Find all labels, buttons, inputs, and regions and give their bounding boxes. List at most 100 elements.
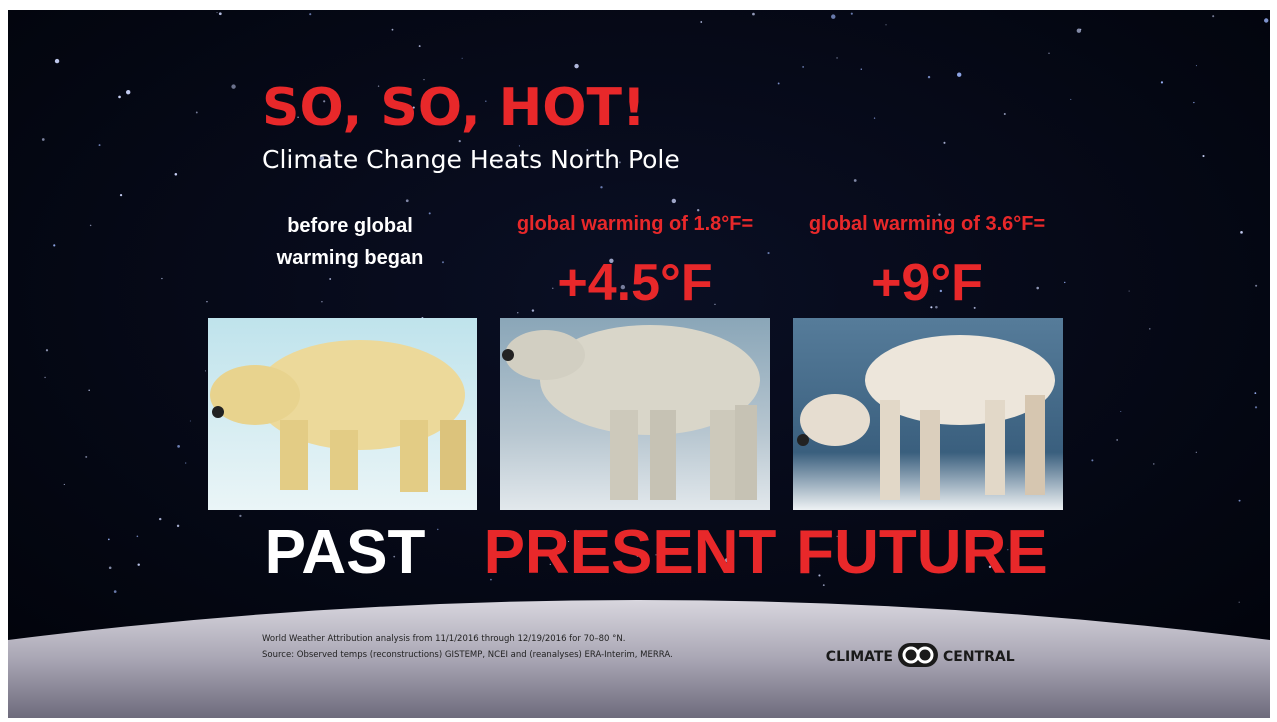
star: [1070, 99, 1071, 100]
panel-label: PRESENT: [484, 518, 777, 587]
star: [406, 199, 409, 202]
star: [600, 186, 602, 188]
star: [205, 370, 206, 371]
star: [767, 252, 769, 254]
star: [109, 566, 112, 569]
star: [185, 463, 186, 464]
star: [114, 590, 117, 593]
star: [1004, 113, 1006, 115]
star: [854, 179, 857, 182]
star: [137, 535, 139, 537]
star: [42, 138, 45, 141]
star: [517, 312, 518, 313]
star: [928, 76, 930, 78]
star: [120, 194, 122, 196]
star: [714, 304, 715, 305]
star: [239, 515, 241, 517]
star: [831, 14, 835, 18]
infographic: SO, SO, HOT! Climate Change Heats North …: [0, 0, 1277, 722]
star: [1239, 500, 1241, 502]
star: [88, 390, 90, 392]
star: [1239, 602, 1240, 603]
star: [1264, 18, 1268, 22]
star: [64, 484, 65, 485]
star: [1077, 28, 1081, 32]
star: [1161, 81, 1163, 83]
source-line: World Weather Attribution analysis from …: [262, 634, 625, 644]
star: [99, 144, 101, 146]
source-line: Source: Observed temps (reconstructions)…: [262, 650, 673, 660]
star: [1193, 102, 1194, 103]
star: [219, 12, 222, 15]
star: [778, 83, 780, 85]
star: [802, 66, 804, 68]
star: [462, 58, 463, 59]
star: [175, 173, 178, 176]
panel-note: global warming of 3.6°F=: [809, 213, 1045, 235]
star: [442, 261, 444, 263]
star: [161, 278, 162, 279]
star: [46, 349, 48, 351]
star: [1149, 328, 1150, 329]
star: [90, 225, 92, 227]
star: [1254, 392, 1256, 394]
star: [574, 64, 578, 68]
star: [437, 529, 439, 531]
panel-label: PAST: [265, 518, 426, 587]
panel-label: FUTURE: [796, 518, 1047, 587]
star: [1036, 287, 1039, 290]
panel-change: +4.5°F: [557, 254, 712, 312]
star: [231, 84, 235, 88]
star: [429, 212, 431, 214]
star: [700, 21, 702, 23]
star: [216, 12, 217, 13]
star: [752, 13, 755, 16]
star: [177, 445, 180, 448]
star: [672, 199, 676, 203]
star: [1196, 65, 1197, 66]
star: [836, 57, 837, 58]
star: [957, 72, 961, 76]
star: [1255, 285, 1257, 287]
star: [419, 45, 421, 47]
star: [861, 69, 862, 70]
star: [1255, 406, 1257, 408]
photo-future: [793, 318, 1063, 510]
star: [1153, 463, 1154, 464]
star: [552, 288, 553, 289]
star: [126, 90, 130, 94]
photo-present: [500, 318, 770, 510]
star: [1064, 282, 1065, 283]
star: [1212, 15, 1214, 17]
star: [874, 117, 875, 118]
star: [53, 244, 55, 246]
star: [1116, 439, 1117, 440]
star: [118, 96, 121, 99]
star: [1202, 155, 1204, 157]
star: [697, 209, 699, 211]
photo-past: [208, 318, 477, 510]
star: [1120, 411, 1121, 412]
star: [177, 525, 179, 527]
star: [44, 377, 45, 378]
star: [1091, 459, 1093, 461]
star: [1129, 291, 1130, 292]
star: [885, 24, 886, 25]
panel-note: warming began: [276, 247, 424, 269]
title: SO, SO, HOT!: [262, 78, 646, 138]
star: [321, 301, 322, 302]
star: [206, 301, 207, 302]
star: [1048, 53, 1049, 54]
star: [108, 538, 110, 540]
star: [943, 142, 945, 144]
star: [137, 563, 139, 565]
logo-text: CENTRAL: [943, 649, 1015, 665]
star: [329, 278, 331, 280]
page: { "header": {"title": "SO, SO, HOT!", "s…: [0, 0, 1277, 722]
star: [532, 309, 534, 311]
star: [85, 456, 87, 458]
star: [1240, 231, 1243, 234]
star: [55, 59, 59, 63]
star: [1196, 452, 1197, 453]
panel-note: global warming of 1.8°F=: [517, 213, 753, 235]
